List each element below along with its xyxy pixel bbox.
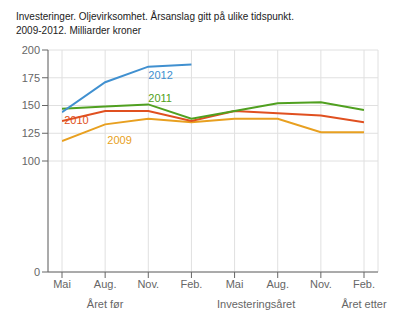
svg-text:Aug.: Aug.: [94, 278, 117, 290]
svg-text:Året etter: Året etter: [341, 298, 387, 310]
svg-text:125: 125: [22, 127, 40, 139]
html-text:Investeringer. Oljevirksomhet.: Investeringer. Oljevirksomhet. Årsanslag…: [16, 11, 294, 36]
svg-text:Investeringsåret: Investeringsåret: [217, 298, 295, 310]
svg-text:Feb.: Feb.: [180, 278, 202, 290]
svg-text:2011: 2011: [148, 92, 172, 104]
svg-text:100: 100: [22, 155, 40, 167]
svg-text:150: 150: [22, 99, 40, 111]
svg-text:2012: 2012: [148, 69, 172, 81]
svg-text:Nov.: Nov.: [137, 278, 159, 290]
svg-text:Feb.: Feb.: [353, 278, 375, 290]
svg-text:175: 175: [22, 72, 40, 84]
svg-text:Aug.: Aug.: [266, 278, 289, 290]
svg-text:200: 200: [22, 44, 40, 56]
svg-text:Nov.: Nov.: [310, 278, 332, 290]
svg-text:2010: 2010: [64, 114, 88, 126]
svg-text:Året før: Året før: [87, 298, 124, 310]
svg-text:2009: 2009: [107, 134, 131, 146]
svg-text:Mai: Mai: [53, 278, 71, 290]
svg-text:Mai: Mai: [226, 278, 244, 290]
svg-text:0: 0: [34, 266, 40, 278]
